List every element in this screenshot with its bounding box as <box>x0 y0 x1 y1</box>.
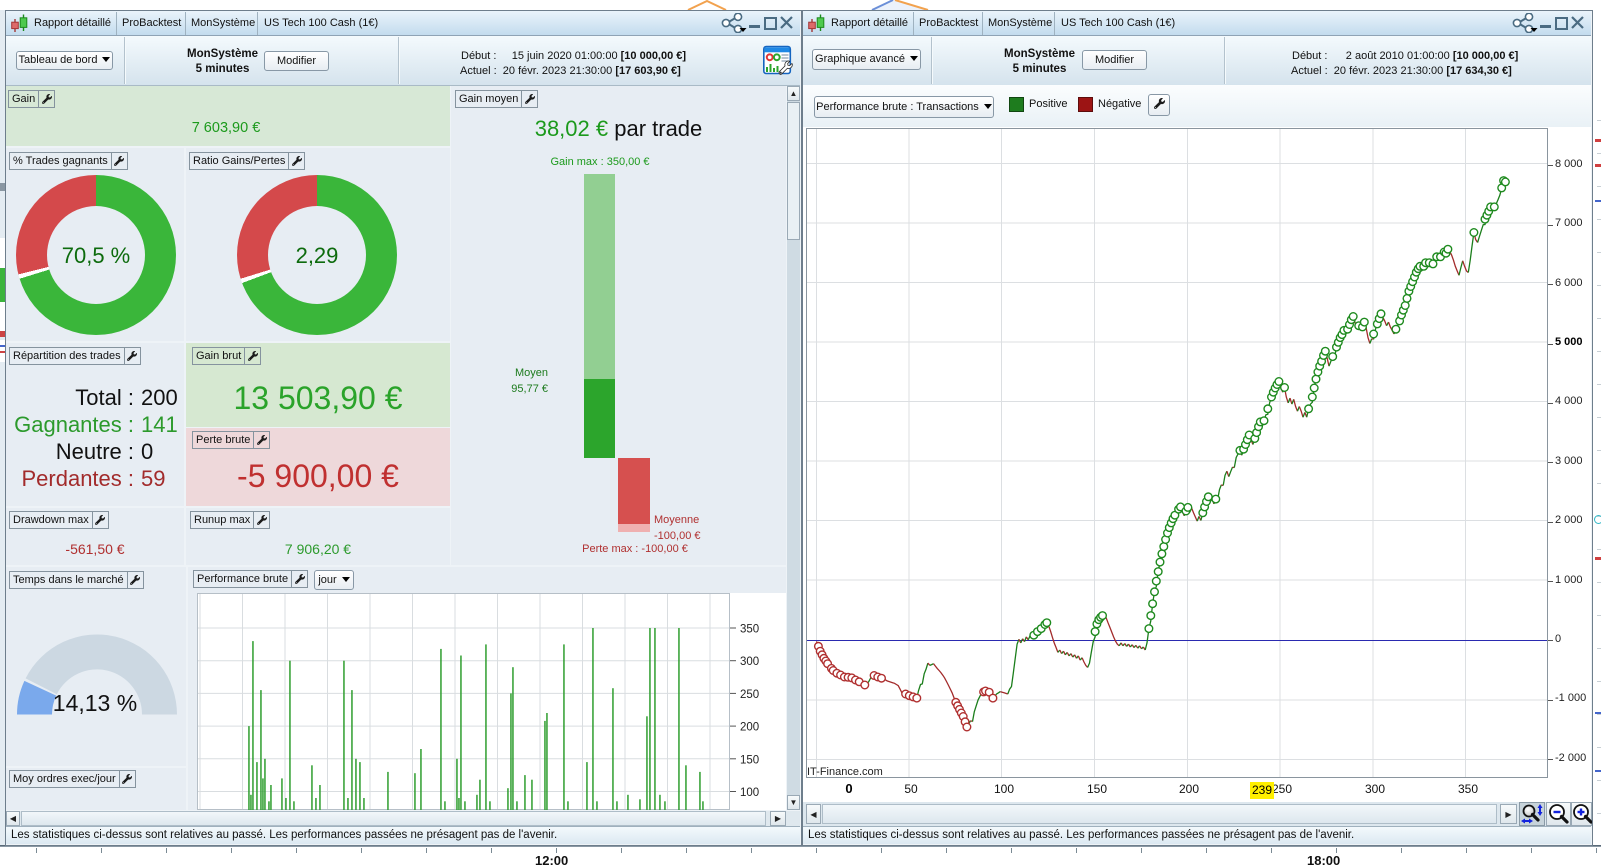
svg-text:350: 350 <box>740 624 759 636</box>
svg-text:150: 150 <box>740 754 759 766</box>
svg-text:100: 100 <box>740 787 759 799</box>
svg-text:300: 300 <box>740 656 759 668</box>
svg-text:250: 250 <box>740 689 759 701</box>
svg-text:200: 200 <box>740 722 759 734</box>
